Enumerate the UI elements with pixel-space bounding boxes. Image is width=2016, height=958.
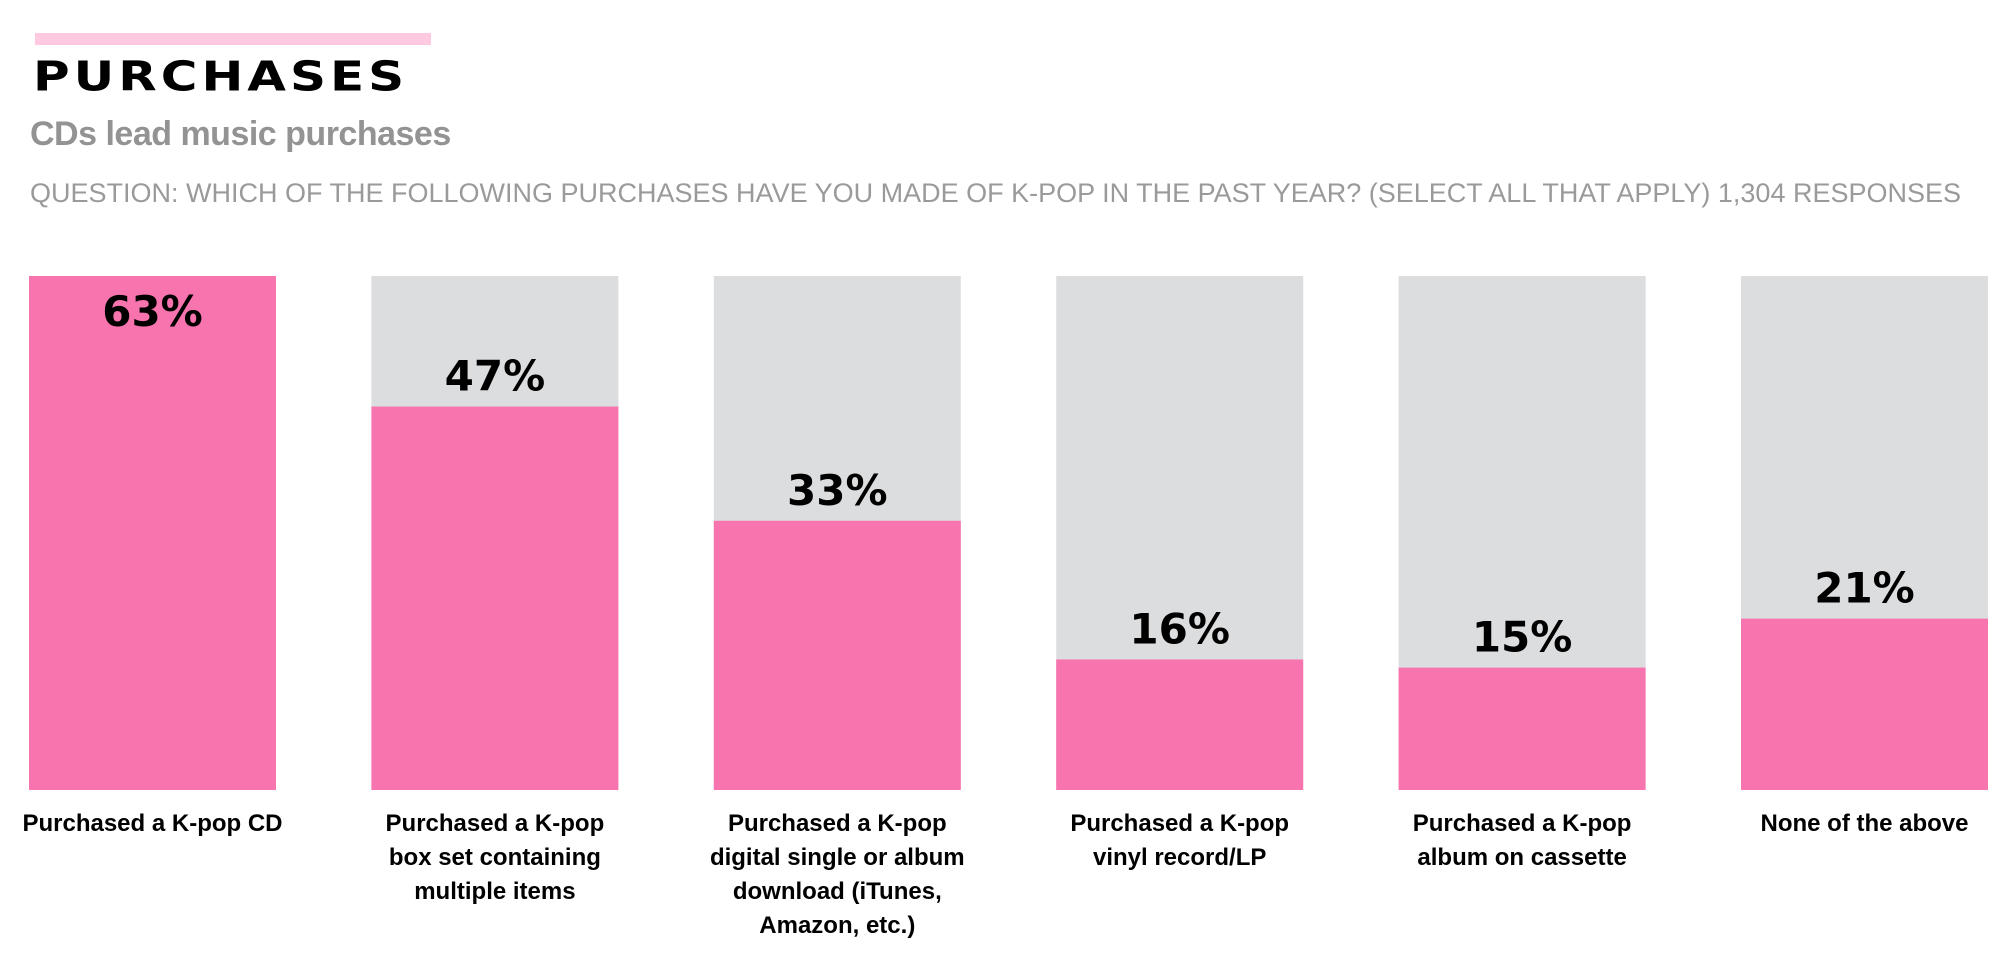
bar-value-label: 33% (787, 466, 888, 515)
bar (1056, 659, 1304, 790)
chart-title: PURCHASES (33, 52, 409, 101)
bar-value-label: 63% (102, 287, 203, 336)
category-label: Purchased a K-pop box set containing mul… (385, 810, 605, 905)
chart-subtitle: CDs lead music purchases (30, 115, 451, 153)
category-label: None of the above (1760, 810, 1969, 837)
category-label: Purchased a K-pop CD (22, 810, 283, 837)
category-label: Purchased a K-pop album on cassette (1412, 810, 1632, 871)
bar-value-label: 21% (1814, 564, 1915, 613)
bar-value-label: 16% (1129, 604, 1230, 653)
category-label: Purchased a K-pop vinyl record/LP (1070, 810, 1290, 871)
bar (1741, 618, 1988, 790)
title-accent-bar (35, 33, 431, 45)
bar (29, 276, 276, 790)
category-label: Purchased a K-pop digital single or albu… (709, 810, 965, 939)
bar-value-label: 47% (445, 352, 546, 401)
bar (371, 406, 619, 790)
bars-group: 63% 47% 33% 16% 15% 21% (29, 276, 1988, 790)
survey-question: QUESTION: WHICH OF THE FOLLOWING PURCHAS… (30, 178, 1962, 208)
bar (713, 520, 961, 790)
bar (1398, 667, 1646, 790)
bar-value-label: 15% (1472, 613, 1573, 662)
